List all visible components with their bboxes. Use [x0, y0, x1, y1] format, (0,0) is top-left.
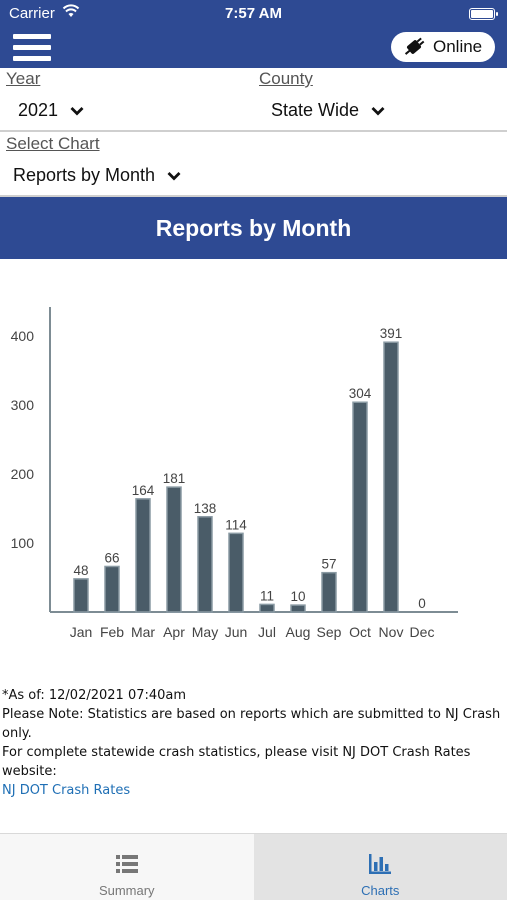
- data-label: 10: [290, 589, 305, 604]
- x-tick-label: Apr: [163, 624, 185, 640]
- chevron-down-icon: [371, 106, 385, 115]
- x-tick-label: Dec: [410, 624, 435, 640]
- chart-select[interactable]: Reports by Month: [13, 165, 181, 186]
- y-tick-label: 100: [11, 535, 35, 551]
- note-line-2: For complete statewide crash statistics,…: [2, 745, 471, 779]
- x-tick-label: Feb: [100, 624, 124, 640]
- divider: [0, 195, 507, 197]
- tab-summary[interactable]: Summary: [0, 834, 254, 900]
- x-tick-label: Mar: [131, 624, 155, 640]
- data-label: 391: [380, 326, 403, 341]
- crash-rates-link[interactable]: NJ DOT Crash Rates: [2, 783, 131, 798]
- bar: [135, 498, 151, 613]
- bar-chart-icon: [369, 854, 392, 874]
- divider: [0, 130, 507, 132]
- x-tick-label: Jan: [70, 624, 93, 640]
- data-label: 57: [321, 557, 336, 572]
- year-value: 2021: [18, 100, 59, 120]
- as-of-text: *As of: 12/02/2021 07:40am: [2, 688, 187, 703]
- bar: [73, 578, 89, 613]
- bar: [259, 603, 275, 613]
- data-label: 11: [260, 588, 274, 603]
- county-value: State Wide: [271, 100, 360, 120]
- x-tick-label: Jul: [258, 624, 276, 640]
- status-bar: Carrier 7:57 AM: [0, 0, 507, 28]
- x-tick-label: May: [192, 624, 218, 640]
- carrier-label: Carrier: [9, 5, 55, 22]
- year-label: Year: [6, 69, 41, 88]
- year-select[interactable]: 2021: [18, 100, 84, 121]
- y-tick-label: 400: [11, 328, 35, 344]
- menu-button[interactable]: [13, 30, 51, 64]
- x-tick-label: Sep: [317, 624, 342, 640]
- bar: [321, 571, 337, 613]
- tab-summary-label: Summary: [98, 883, 155, 898]
- x-tick-label: Jun: [225, 624, 248, 640]
- battery-icon: [469, 8, 498, 20]
- county-label: County: [259, 69, 313, 88]
- data-label: 138: [194, 501, 217, 516]
- clock: 7:57 AM: [225, 5, 282, 22]
- plug-icon: [404, 37, 425, 55]
- bar: [352, 401, 368, 613]
- x-tick-label: Oct: [349, 624, 371, 640]
- data-label: 66: [104, 550, 119, 565]
- bar: [383, 341, 399, 613]
- bar: [290, 604, 306, 613]
- data-label: 181: [163, 471, 186, 486]
- note-line-1: Please Note: Statistics are based on rep…: [2, 707, 501, 741]
- tab-charts-label: Charts: [361, 883, 400, 898]
- data-label: 114: [225, 517, 247, 532]
- bar-chart: 10020030040048Jan66Feb164Mar181Apr138May…: [11, 307, 458, 640]
- notes: *As of: 12/02/2021 07:40am Please Note: …: [2, 686, 505, 800]
- list-icon: [115, 855, 138, 873]
- y-tick-label: 200: [11, 466, 35, 482]
- x-tick-label: Aug: [286, 624, 311, 640]
- bar: [197, 516, 213, 613]
- data-label: 48: [73, 563, 88, 578]
- nav-bar: Online: [0, 28, 507, 68]
- bar: [104, 565, 120, 613]
- bar: [166, 486, 182, 613]
- data-label: 164: [132, 483, 155, 498]
- tab-charts[interactable]: Charts: [253, 834, 507, 900]
- bar: [228, 532, 244, 613]
- tab-bar: Summary Charts: [0, 833, 507, 900]
- online-label: Online: [433, 37, 483, 56]
- chart-select-label: Select Chart: [6, 134, 100, 153]
- chart-select-value: Reports by Month: [13, 165, 156, 185]
- chart-title: Reports by Month: [0, 197, 507, 259]
- x-tick-label: Nov: [379, 624, 404, 640]
- chevron-down-icon: [70, 106, 84, 115]
- chevron-down-icon: [167, 171, 181, 180]
- county-select[interactable]: State Wide: [271, 100, 385, 121]
- data-label: 0: [418, 596, 426, 611]
- wifi-icon: [62, 4, 80, 17]
- online-status-button[interactable]: Online: [391, 32, 495, 62]
- y-tick-label: 300: [11, 397, 35, 413]
- data-label: 304: [349, 386, 372, 401]
